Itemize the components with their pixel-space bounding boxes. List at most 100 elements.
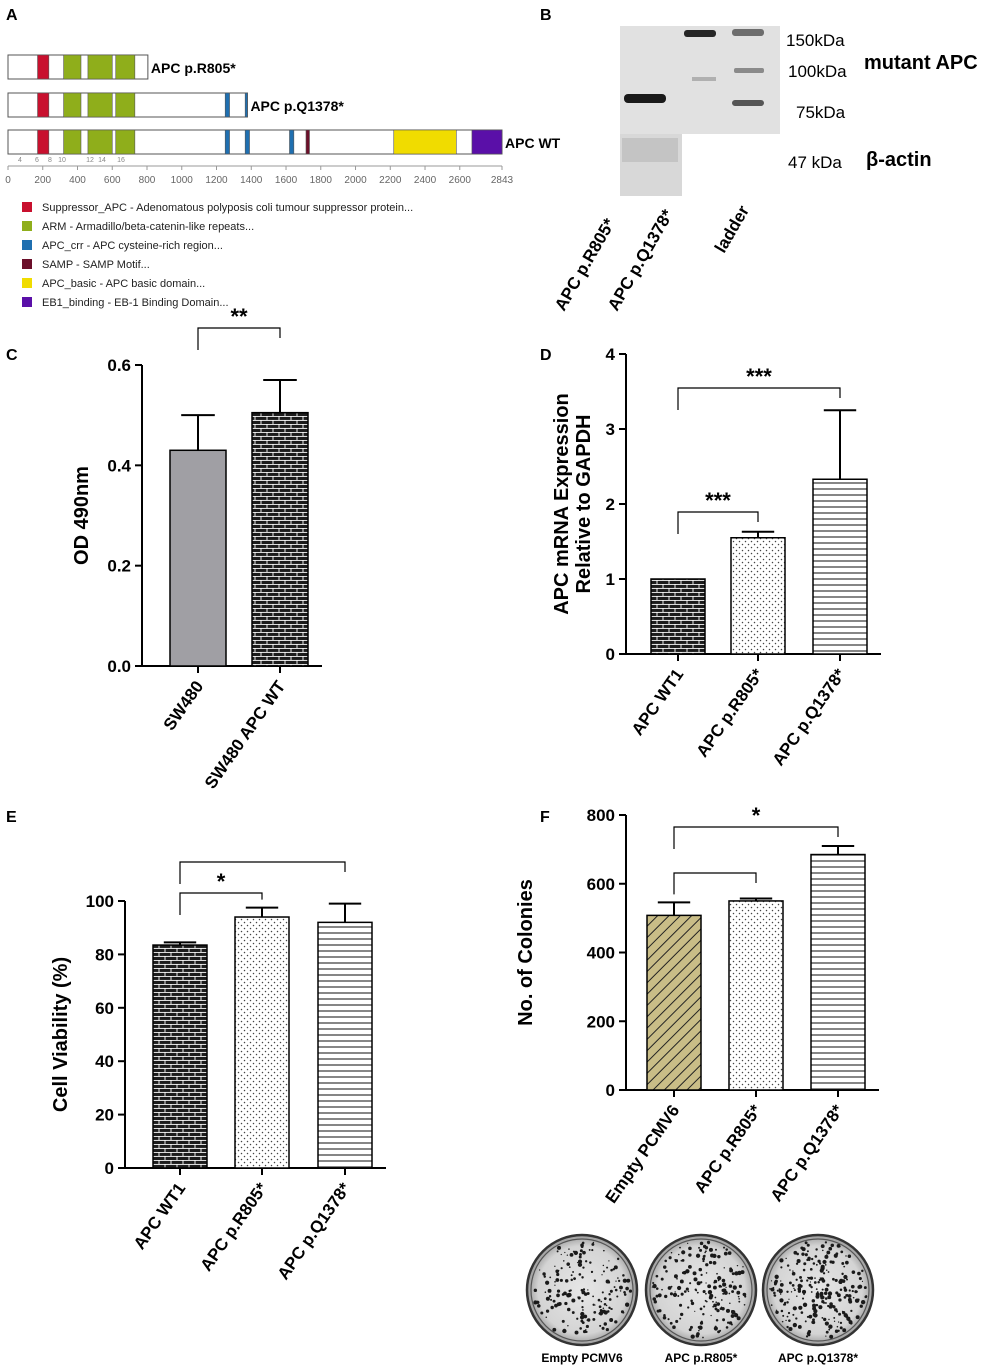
colony-dot [577,1259,583,1264]
colony-dot [709,1293,714,1298]
colony-dot [680,1292,684,1296]
colony-dot [598,1312,601,1315]
exon-label: 6 [35,157,39,164]
colony-dot [845,1260,849,1265]
colony-dot [698,1246,701,1249]
exon-label: 8 [48,157,52,164]
colony-dot [673,1274,678,1279]
colony-dot [779,1298,784,1303]
colony-dot [796,1258,801,1263]
axis-tick-label: 0 [5,175,11,186]
colony-dot [806,1243,810,1247]
colony-dot [725,1286,727,1289]
colony-dot [533,1300,538,1305]
colony-dot [822,1259,827,1265]
arm-domain [87,129,113,155]
colony-dot [587,1289,589,1291]
colony-dot [843,1296,847,1299]
colony-dot [769,1288,771,1290]
colony-dot [738,1298,740,1300]
colony-dot [829,1334,834,1339]
dish-rim [530,1238,634,1342]
colony-dot [770,1287,775,1292]
colony-dot [609,1289,613,1293]
colony-dot [712,1261,717,1265]
colony-dot [710,1253,715,1258]
significance-label: *** [746,364,772,389]
colony-dot [788,1298,790,1300]
colony-dot [696,1281,701,1286]
significance-bracket [673,826,839,849]
colony-dot [570,1274,573,1277]
colony-dot [600,1300,603,1303]
legend-swatch [22,240,32,250]
y-tick-label: 4 [606,345,616,364]
colony-dot [837,1321,840,1323]
colony-dot [795,1262,799,1265]
colony-dot [577,1296,579,1298]
bar-2 [317,921,373,1169]
colony-dot [610,1308,612,1310]
colony-dot [828,1304,833,1309]
colony-dot [622,1311,625,1314]
y-tick-label: 200 [587,1012,615,1031]
colony-dot [576,1261,579,1264]
colony-dot [578,1255,582,1259]
colony-dot [782,1314,785,1317]
colony-dot [710,1314,712,1317]
colony-dot [848,1299,853,1304]
colony-dot [592,1303,595,1306]
colony-dot [537,1300,539,1302]
colony-dot [770,1304,773,1306]
construct-label: APC WT [505,135,561,151]
colony-dot [708,1247,713,1252]
colony-dot [820,1264,825,1269]
colony-dot [813,1281,817,1284]
colony-dot [786,1315,789,1318]
colony-dot [736,1264,739,1267]
colony-dot [588,1249,591,1251]
colony-dot [840,1250,844,1254]
colony-dot [843,1274,848,1280]
colony-dot [676,1277,678,1280]
significance-bracket [179,861,346,884]
colony-dot [786,1290,789,1293]
colony-dot [713,1279,718,1284]
colony-dot [720,1299,723,1301]
colony-dot [803,1293,805,1296]
bar-1 [730,537,786,655]
colony-dot [728,1292,731,1295]
colony-dot [826,1269,828,1271]
colony-dot [779,1258,784,1263]
y-tick-label: 100 [86,892,114,911]
domain-architecture: APC p.R805* APC p.Q1378* APC WT 0 200 400 600 8… [5,54,561,309]
colony-dot [599,1308,603,1312]
colony-plate-label: APC p.Q1378* [778,1351,858,1365]
colony-dot [695,1334,700,1338]
colony-dot [568,1289,571,1293]
colony-dot [554,1303,558,1308]
colony-dot [731,1281,734,1283]
colony-dot [668,1256,672,1260]
axis-tick-label: 2843 [491,175,514,186]
colony-dot [695,1289,698,1292]
colony-dot [715,1248,717,1251]
band-q1378 [684,30,716,37]
colony-dot [743,1303,746,1306]
colony-dot [804,1320,807,1323]
colony-dot [592,1295,595,1298]
colony-dot [836,1293,841,1298]
colony-dot [785,1319,787,1322]
colony-dot [835,1310,839,1313]
x-tick-label: APC p.R805* [197,1179,272,1275]
panel-label-c: C [6,347,18,364]
colony-dot [712,1305,715,1308]
colony-dot [651,1286,654,1288]
colony-dot [708,1242,710,1245]
colony-dot [851,1270,856,1274]
exon-label: 14 [98,157,106,164]
colony-dot [655,1274,659,1278]
colony-dot [824,1254,829,1259]
colony-dot [850,1309,853,1313]
panel-label-d: D [540,347,552,364]
